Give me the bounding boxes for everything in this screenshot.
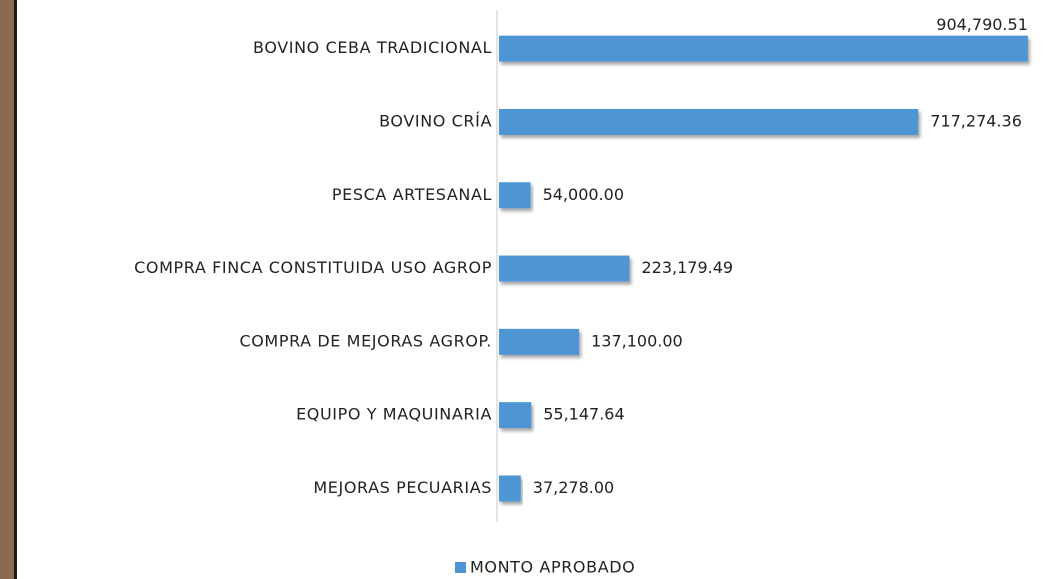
category-label: COMPRA DE MEJORAS AGROP. (239, 331, 492, 350)
bar (499, 328, 580, 355)
category-label: PESCA ARTESANAL (332, 185, 492, 204)
legend-swatch (455, 562, 466, 573)
value-label: 223,179.49 (641, 258, 733, 277)
value-label: 137,100.00 (591, 331, 683, 350)
bar (499, 475, 521, 502)
legend-label: MONTO APROBADO (470, 558, 635, 577)
bar (499, 108, 919, 135)
category-label: MEJORAS PECUARIAS (313, 478, 492, 497)
bar (499, 402, 532, 429)
category-label: BOVINO CRÍA (379, 111, 492, 130)
frame-edge (14, 0, 17, 579)
bar (499, 35, 1028, 62)
bar (499, 255, 630, 282)
category-label: BOVINO CEBA TRADICIONAL (253, 38, 492, 57)
category-label: COMPRA FINCA CONSTITUIDA USO AGROP (134, 258, 492, 277)
value-label: 55,147.64 (543, 405, 624, 424)
bar (499, 182, 531, 209)
frame-strip (0, 0, 14, 579)
category-label: EQUIPO Y MAQUINARIA (296, 405, 492, 424)
value-label: 717,274.36 (930, 111, 1022, 130)
value-label: 37,278.00 (533, 478, 614, 497)
value-label: 54,000.00 (543, 185, 624, 204)
value-label: 904,790.51 (936, 15, 1028, 34)
